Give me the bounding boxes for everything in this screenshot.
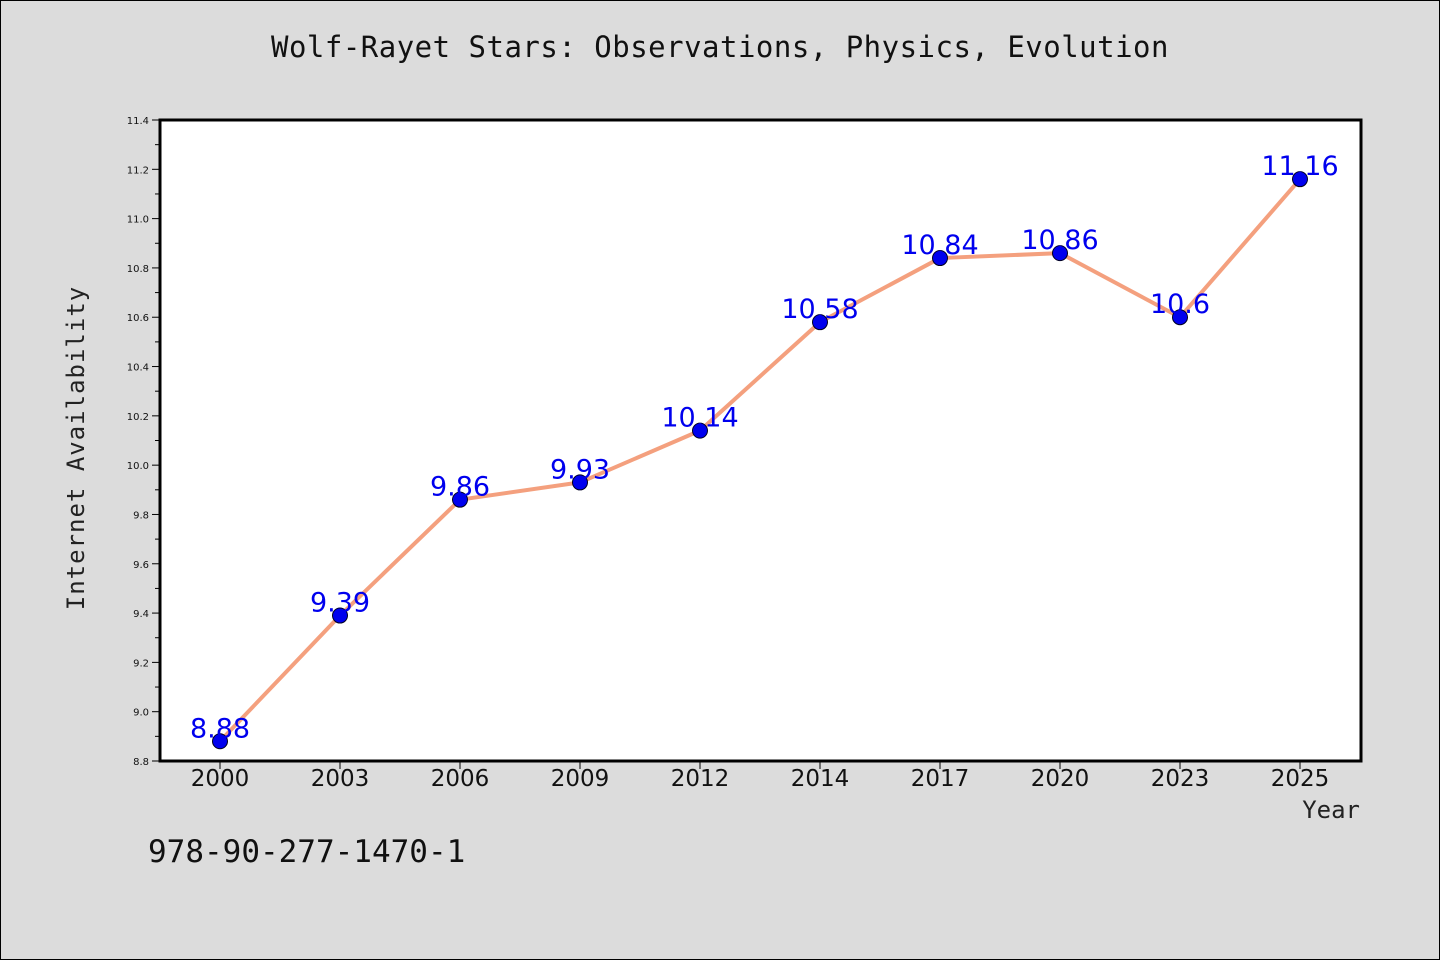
data-point <box>812 314 828 331</box>
y-tick-label: 9.6 <box>133 560 149 571</box>
y-tick-label: 10.0 <box>127 461 149 472</box>
x-axis: 2000 2003 2006 2009 2012 2014 2017 2020 2023 2025 <box>191 761 1330 792</box>
data-label: 10.84 <box>901 230 978 261</box>
x-tick-label: 2020 <box>1031 766 1090 792</box>
x-tick-label: 2017 <box>911 766 970 792</box>
y-tick-label: 9.2 <box>133 658 149 669</box>
x-tick-label: 2025 <box>1271 766 1330 792</box>
x-tick-label: 2012 <box>671 766 730 792</box>
x-axis-label: Year <box>1302 796 1360 824</box>
x-tick-label: 2014 <box>791 766 850 792</box>
data-label: 9.93 <box>550 454 610 485</box>
data-label: 10.14 <box>661 403 738 434</box>
plot-border <box>158 118 1363 763</box>
y-tick-label: 10.8 <box>127 264 149 275</box>
y-tick-label: 8.8 <box>133 757 149 768</box>
data-point <box>332 607 348 624</box>
x-tick-label: 2003 <box>311 766 370 792</box>
y-tick-label: 10.6 <box>127 313 149 324</box>
y-tick-label: 11.4 <box>127 116 149 127</box>
data-label: 10.86 <box>1021 225 1098 256</box>
series-line <box>218 177 1302 744</box>
data-point <box>212 733 228 750</box>
data-point <box>1052 245 1068 262</box>
y-tick-label: 10.4 <box>127 363 149 374</box>
y-tick-label: 9.8 <box>133 510 149 521</box>
y-tick-label: 9.0 <box>133 708 149 719</box>
y-tick-label: 11.0 <box>127 215 149 226</box>
y-axis: 8.8 9.0 9.2 9.4 9.6 9.8 10.0 10.2 10.4 10.6 10.8 11… <box>127 116 160 768</box>
y-tick-label: 11.2 <box>127 165 149 176</box>
x-tick-label: 2006 <box>431 766 490 792</box>
data-label-group: 8.88 9.39 9.86 9.93 10.14 10.58 10.84 10.86 10.6… <box>190 151 1339 744</box>
data-point <box>452 491 468 508</box>
x-tick-label: 2000 <box>191 766 250 792</box>
data-label: 10.58 <box>781 294 858 325</box>
data-label: 9.86 <box>430 472 490 503</box>
y-tick-label: 10.2 <box>127 412 149 423</box>
data-label: 8.88 <box>190 713 250 744</box>
data-point <box>1292 171 1308 188</box>
data-label: 10.6 <box>1150 289 1210 320</box>
plot-area <box>160 120 1361 761</box>
data-point <box>572 474 588 491</box>
chart-title: Wolf-Rayet Stars: Observations, Physics,… <box>271 30 1169 64</box>
y-tick-label: 9.4 <box>133 609 149 620</box>
data-point <box>1172 309 1188 326</box>
data-label: 9.39 <box>310 588 370 619</box>
x-tick-label: 2023 <box>1151 766 1210 792</box>
x-tick-label: 2009 <box>551 766 610 792</box>
isbn-caption: 978-90-277-1470-1 <box>148 834 466 870</box>
data-point <box>932 250 948 267</box>
data-label: 11.16 <box>1261 151 1338 182</box>
series-group <box>212 171 1308 750</box>
data-point <box>692 422 708 439</box>
